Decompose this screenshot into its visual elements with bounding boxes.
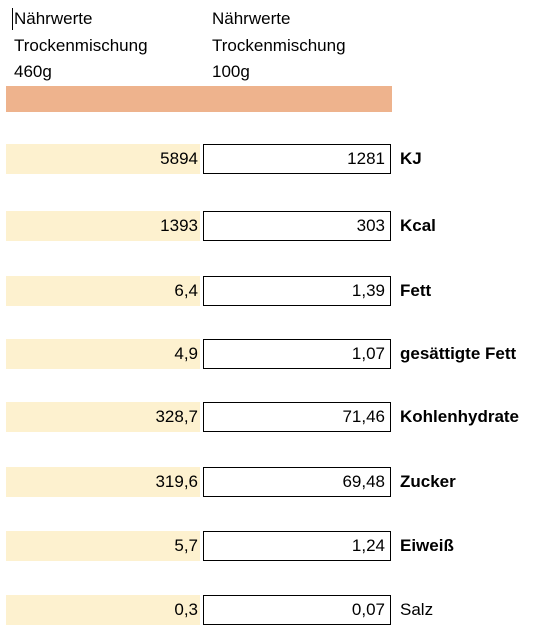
header-per100-line-2: Trockenmischung (212, 35, 346, 55)
row-label[interactable]: Salz (400, 600, 434, 619)
cell-per100[interactable]: 69,48 (203, 467, 391, 497)
cell-per100[interactable]: 0,07 (203, 595, 391, 625)
table-row-salz: 0,3 0,07 Salz (0, 595, 554, 625)
cell-total[interactable]: 1393 (6, 211, 200, 241)
row-label[interactable]: KJ (400, 149, 422, 168)
table-row-gesaettigte-fett: 4,9 1,07 gesättigte Fett (0, 339, 554, 369)
row-label[interactable]: Eiweiß (400, 536, 454, 555)
cell-per100[interactable]: 1281 (203, 144, 391, 174)
header-total[interactable]: Nährwerte Trockenmischung 460g (14, 6, 148, 86)
cell-total[interactable]: 6,4 (6, 276, 200, 306)
table-row-kohlenhydrate: 328,7 71,46 Kohlenhydrate (0, 402, 554, 432)
row-label[interactable]: gesättigte Fett (400, 344, 517, 363)
cell-total[interactable]: 319,6 (6, 467, 200, 497)
text-cursor (12, 8, 13, 30)
cell-per100[interactable]: 1,39 (203, 276, 391, 306)
header-total-line-1: Nährwerte (14, 9, 93, 28)
header-total-line-3: 460g (14, 62, 52, 81)
cell-per100[interactable]: 71,46 (203, 402, 391, 432)
cell-per100[interactable]: 303 (203, 211, 391, 241)
row-label[interactable]: Zucker (400, 472, 456, 491)
cell-per100[interactable]: 1,07 (203, 339, 391, 369)
header-per100[interactable]: Nährwerte Trockenmischung 100g (212, 6, 346, 86)
table-row-fett: 6,4 1,39 Fett (0, 276, 554, 306)
cell-total[interactable]: 5894 (6, 144, 200, 174)
table-row-zucker: 319,6 69,48 Zucker (0, 467, 554, 497)
table-row-eiweiss: 5,7 1,24 Eiweiß (0, 531, 554, 561)
table-row-kcal: 1393 303 Kcal (0, 211, 554, 241)
header-band[interactable] (6, 86, 392, 112)
row-label[interactable]: Fett (400, 281, 432, 300)
cell-total[interactable]: 328,7 (6, 402, 200, 432)
cell-total[interactable]: 4,9 (6, 339, 200, 369)
header-total-line-2: Trockenmischung (14, 35, 148, 55)
cell-total[interactable]: 0,3 (6, 595, 200, 625)
table-row-kj: 5894 1281 KJ (0, 144, 554, 174)
header-per100-line-1: Nährwerte (212, 9, 291, 28)
cell-total[interactable]: 5,7 (6, 531, 200, 561)
header-per100-line-3: 100g (212, 62, 250, 81)
cell-per100[interactable]: 1,24 (203, 531, 391, 561)
row-label[interactable]: Kcal (400, 216, 436, 235)
row-label[interactable]: Kohlenhydrate (400, 407, 520, 426)
